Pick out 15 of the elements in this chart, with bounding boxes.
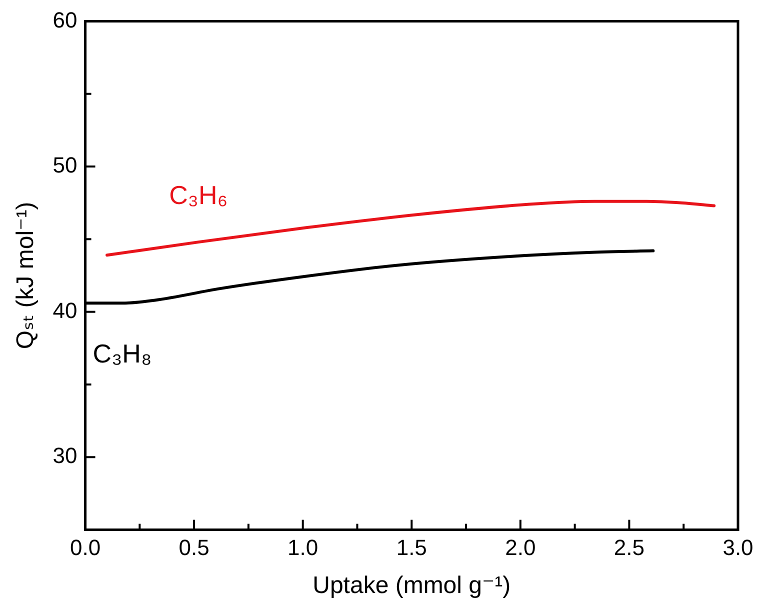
x-tick-label: 2.5 [614, 535, 645, 560]
series-label: C₃H₈ [92, 338, 152, 368]
x-tick-label: 1.0 [288, 535, 318, 560]
x-tick-label: 0.5 [178, 535, 210, 560]
y-tick-label: 50 [52, 152, 78, 178]
series-label: C₃H₆ [169, 180, 228, 210]
x-tick-label: 3.0 [722, 535, 754, 560]
x-axis-title: Uptake (mmol g⁻¹) [312, 572, 511, 600]
x-tick-label: 1.5 [396, 535, 427, 560]
y-tick-label: 40 [52, 298, 78, 323]
x-tick-label: 2.0 [505, 535, 536, 560]
y-tick-label: 30 [52, 443, 78, 468]
y-axis-title: Qₛₜ (kJ mol⁻¹) [12, 202, 40, 350]
y-tick-label: 60 [52, 7, 78, 32]
x-tick-label: 0.0 [70, 535, 101, 560]
